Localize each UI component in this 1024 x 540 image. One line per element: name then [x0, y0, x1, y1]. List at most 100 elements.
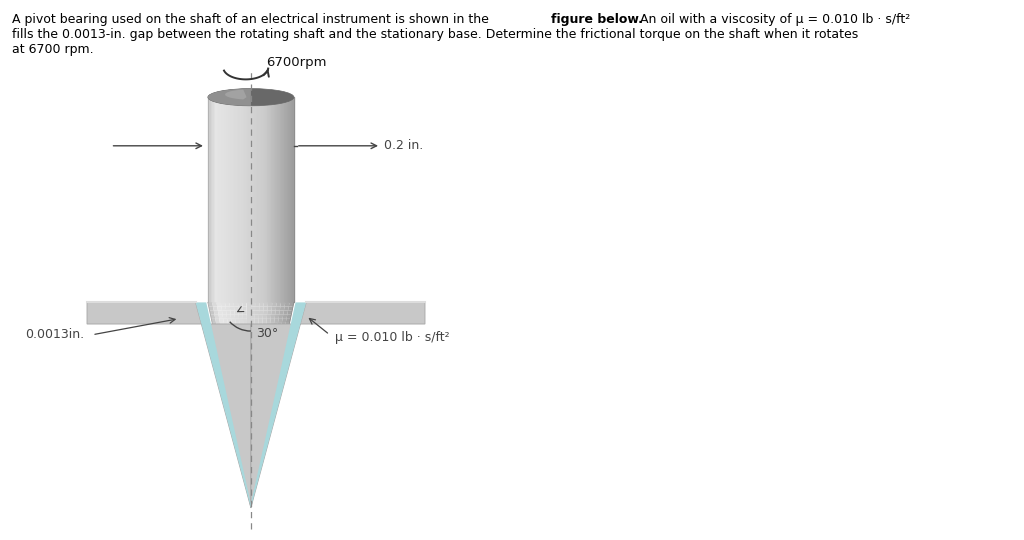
- Polygon shape: [232, 380, 236, 384]
- Bar: [232, 97, 233, 302]
- Polygon shape: [262, 438, 264, 442]
- Polygon shape: [222, 356, 226, 360]
- Polygon shape: [219, 356, 223, 360]
- Polygon shape: [256, 417, 258, 421]
- Polygon shape: [238, 426, 240, 430]
- Polygon shape: [266, 315, 271, 319]
- Polygon shape: [276, 368, 281, 372]
- Polygon shape: [270, 315, 275, 319]
- Bar: [287, 97, 288, 302]
- Polygon shape: [271, 380, 274, 384]
- Polygon shape: [248, 339, 251, 343]
- Polygon shape: [262, 368, 265, 372]
- Polygon shape: [258, 343, 261, 348]
- Polygon shape: [286, 319, 291, 323]
- Polygon shape: [228, 401, 231, 405]
- Polygon shape: [255, 446, 256, 450]
- Polygon shape: [244, 421, 246, 426]
- Polygon shape: [234, 310, 239, 315]
- Polygon shape: [258, 434, 260, 438]
- Polygon shape: [260, 454, 262, 458]
- Polygon shape: [251, 360, 254, 364]
- Polygon shape: [255, 467, 256, 471]
- Polygon shape: [245, 372, 248, 376]
- Polygon shape: [233, 302, 239, 307]
- Polygon shape: [273, 348, 278, 352]
- Polygon shape: [236, 417, 239, 421]
- Polygon shape: [218, 335, 222, 339]
- Polygon shape: [213, 327, 217, 331]
- Polygon shape: [230, 368, 233, 372]
- Text: at 6700 rpm.: at 6700 rpm.: [12, 43, 94, 56]
- Bar: [288, 97, 290, 302]
- Polygon shape: [254, 475, 255, 479]
- Polygon shape: [239, 421, 241, 426]
- Polygon shape: [265, 409, 267, 413]
- Polygon shape: [239, 434, 241, 438]
- Polygon shape: [256, 393, 258, 397]
- Polygon shape: [263, 430, 265, 434]
- Polygon shape: [230, 384, 233, 389]
- Polygon shape: [248, 368, 251, 372]
- Polygon shape: [255, 315, 259, 319]
- Polygon shape: [265, 393, 267, 397]
- Bar: [271, 97, 272, 302]
- Polygon shape: [224, 323, 228, 327]
- Polygon shape: [234, 348, 238, 352]
- Polygon shape: [233, 339, 238, 343]
- Polygon shape: [254, 426, 256, 430]
- Bar: [215, 97, 216, 302]
- Polygon shape: [282, 319, 287, 323]
- Polygon shape: [263, 310, 267, 315]
- Polygon shape: [259, 372, 262, 376]
- Polygon shape: [269, 323, 274, 327]
- Polygon shape: [237, 368, 240, 372]
- Polygon shape: [227, 319, 231, 323]
- Polygon shape: [245, 438, 247, 442]
- Polygon shape: [225, 307, 230, 310]
- Text: A pivot bearing used on the shaft of an electrical instrument is shown in the: A pivot bearing used on the shaft of an …: [12, 14, 494, 26]
- Polygon shape: [267, 352, 270, 356]
- Polygon shape: [264, 372, 268, 376]
- Polygon shape: [251, 421, 253, 426]
- Bar: [264, 97, 265, 302]
- Polygon shape: [236, 360, 239, 364]
- Polygon shape: [232, 360, 236, 364]
- Polygon shape: [251, 323, 255, 327]
- Polygon shape: [226, 389, 229, 393]
- Polygon shape: [234, 307, 239, 310]
- Polygon shape: [267, 348, 271, 352]
- Polygon shape: [243, 442, 245, 446]
- Polygon shape: [269, 380, 272, 384]
- Polygon shape: [238, 352, 242, 356]
- Polygon shape: [262, 397, 265, 401]
- Polygon shape: [247, 483, 248, 487]
- Polygon shape: [270, 389, 273, 393]
- Polygon shape: [275, 310, 280, 315]
- Polygon shape: [254, 479, 255, 483]
- Polygon shape: [262, 364, 266, 368]
- Polygon shape: [230, 343, 234, 348]
- Polygon shape: [244, 458, 245, 462]
- Polygon shape: [238, 438, 240, 442]
- Polygon shape: [266, 319, 270, 323]
- Polygon shape: [233, 413, 236, 417]
- Polygon shape: [257, 458, 258, 462]
- Bar: [228, 97, 229, 302]
- Polygon shape: [223, 319, 227, 323]
- Polygon shape: [273, 352, 278, 356]
- Polygon shape: [273, 323, 278, 327]
- Polygon shape: [218, 310, 222, 315]
- Polygon shape: [242, 450, 243, 454]
- Polygon shape: [259, 401, 262, 405]
- Polygon shape: [247, 302, 251, 307]
- Polygon shape: [259, 446, 261, 450]
- Polygon shape: [268, 364, 272, 368]
- Polygon shape: [229, 360, 232, 364]
- Polygon shape: [255, 310, 259, 315]
- Bar: [222, 97, 223, 302]
- Bar: [245, 97, 247, 302]
- Polygon shape: [245, 446, 246, 450]
- Polygon shape: [234, 430, 237, 434]
- Polygon shape: [251, 409, 253, 413]
